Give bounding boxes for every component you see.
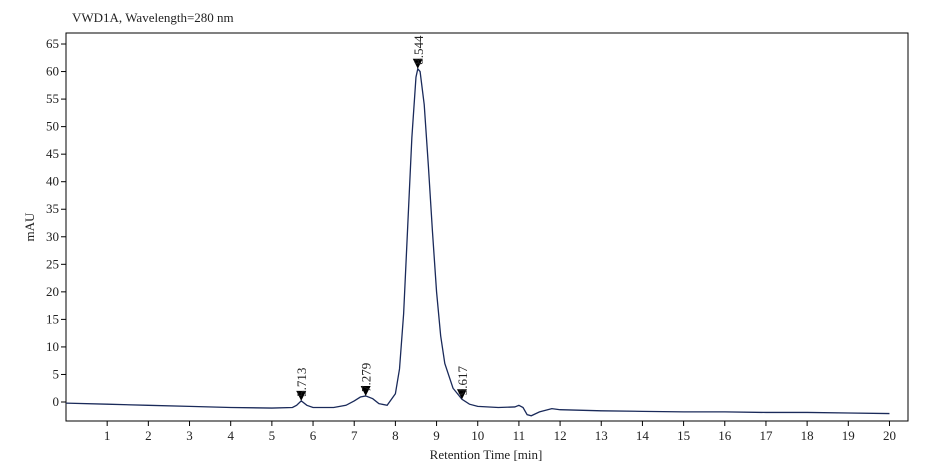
y-tick-label: 20 [46, 284, 59, 299]
peak-marker [412, 58, 423, 69]
y-tick-label: 65 [46, 36, 59, 51]
x-tick-label: 12 [554, 428, 567, 443]
peak-label: 8.544 [411, 35, 426, 65]
x-tick-label: 18 [801, 428, 814, 443]
y-axis-label: mAU [22, 212, 37, 242]
peak-marker [296, 390, 307, 401]
y-tick-label: 10 [46, 339, 59, 354]
x-tick-label: 9 [433, 428, 440, 443]
x-tick-label: 4 [227, 428, 234, 443]
x-tick-label: 5 [269, 428, 276, 443]
y-tick-label: 0 [53, 394, 60, 409]
x-tick-label: 3 [186, 428, 193, 443]
y-tick-label: 45 [46, 146, 59, 161]
chart-title: VWD1A, Wavelength=280 nm [72, 10, 234, 25]
x-tick-label: 13 [595, 428, 608, 443]
plot-frame [65, 32, 909, 422]
y-tick-label: 50 [46, 119, 59, 134]
x-tick-label: 17 [759, 428, 773, 443]
y-tick-label: 55 [46, 91, 59, 106]
y-tick-label: 35 [46, 201, 59, 216]
y-tick-label: 30 [46, 229, 59, 244]
peak-label: 9.617 [455, 365, 470, 395]
signal-line [65, 67, 890, 417]
x-tick-label: 20 [883, 428, 896, 443]
y-tick-label: 5 [53, 366, 60, 381]
x-tick-label: 10 [471, 428, 484, 443]
x-tick-label: 8 [392, 428, 399, 443]
x-tick-label: 11 [513, 428, 526, 443]
peak-label: 5.713 [294, 368, 309, 397]
y-tick-label: 60 [46, 64, 59, 79]
peak-marker [360, 385, 371, 396]
x-tick-label: 2 [145, 428, 152, 443]
x-tick-label: 6 [310, 428, 317, 443]
peak-marker [456, 389, 467, 400]
x-tick-label: 14 [636, 428, 650, 443]
y-tick-label: 15 [46, 311, 59, 326]
peak-label: 7.279 [359, 363, 374, 392]
x-tick-label: 19 [842, 428, 855, 443]
x-tick-label: 1 [104, 428, 111, 443]
x-tick-label: 16 [718, 428, 732, 443]
y-tick-label: 25 [46, 256, 59, 271]
x-tick-label: 15 [677, 428, 690, 443]
y-tick-label: 40 [46, 174, 59, 189]
x-tick-label: 7 [351, 428, 358, 443]
x-axis-label: Retention Time [min] [430, 447, 543, 462]
